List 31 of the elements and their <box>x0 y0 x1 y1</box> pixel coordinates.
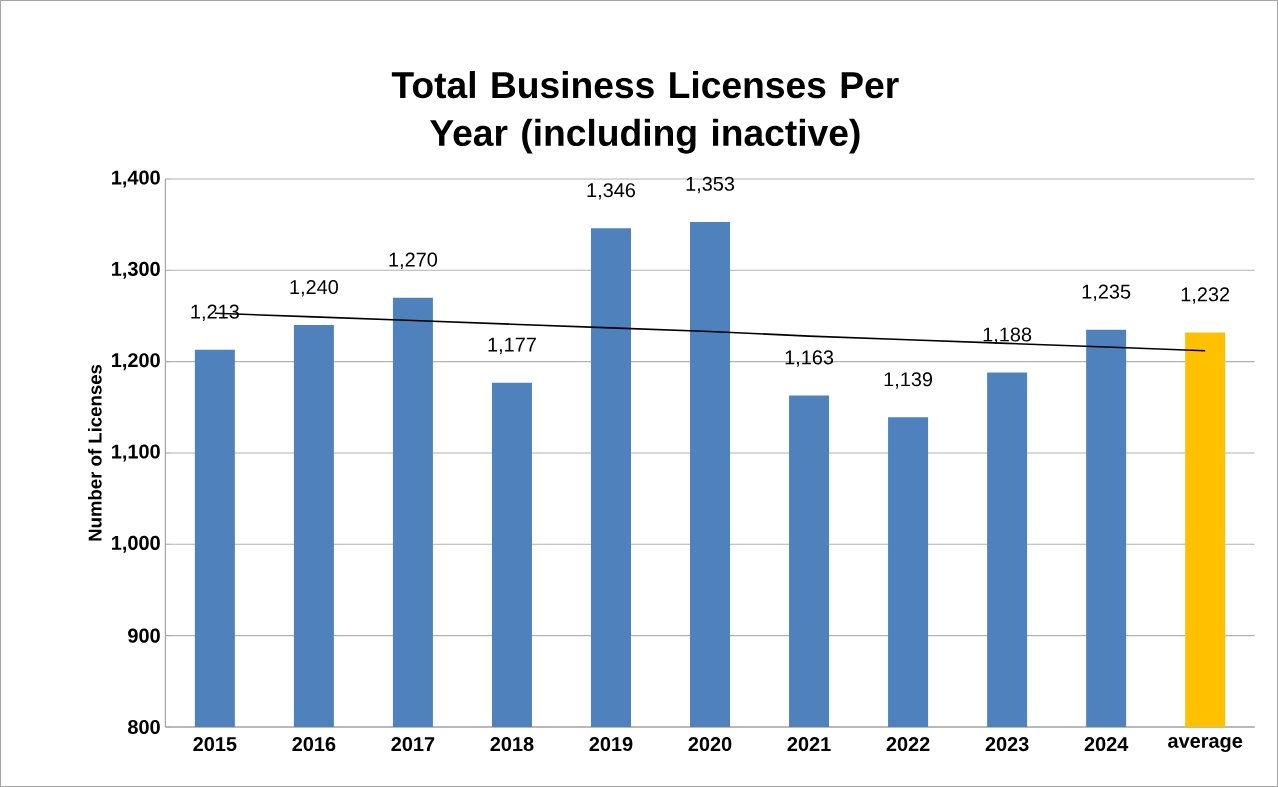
x-tick-label: 2017 <box>391 737 435 752</box>
x-tick-label: 2015 <box>193 737 237 752</box>
data-label: 1,240 <box>290 279 339 297</box>
chart-title: Total Business Licenses Per Year (including inactive) <box>391 71 899 154</box>
y-axis-title: Number of Licenses <box>88 364 102 541</box>
x-tick-label: 2019 <box>589 737 633 752</box>
x-tick-label: 2020 <box>688 737 732 752</box>
x-tick-label: 2024 <box>1084 737 1129 752</box>
y-tick-label: 800 <box>128 719 160 735</box>
y-tick-label: 1,400 <box>112 170 160 188</box>
x-tick-label: 2022 <box>886 737 930 752</box>
data-label: 1,188 <box>983 327 1032 344</box>
data-label: 1,213 <box>191 304 239 322</box>
x-tick-label: 2021 <box>787 737 831 752</box>
y-tick-label: 1,000 <box>112 535 160 553</box>
x-tick-label: 2016 <box>292 737 336 752</box>
data-label: 1,270 <box>389 252 438 270</box>
y-tick-label: 1,200 <box>112 353 160 371</box>
data-label: 1,353 <box>686 176 735 194</box>
x-tick-label: average <box>1168 737 1243 752</box>
x-tick-label: 2018 <box>490 737 534 752</box>
data-label: 1,139 <box>884 372 933 389</box>
data-label: 1,232 <box>1181 287 1230 304</box>
y-tick-label: 1,100 <box>112 444 160 462</box>
data-label: 1,346 <box>587 183 636 200</box>
y-tick-label: 900 <box>128 628 160 643</box>
x-tick-label: 2023 <box>985 737 1029 752</box>
data-label: 1,235 <box>1082 284 1131 301</box>
y-tick-label: 1,300 <box>112 261 160 279</box>
data-label: 1,163 <box>785 350 834 367</box>
data-label: 1,177 <box>488 337 536 354</box>
